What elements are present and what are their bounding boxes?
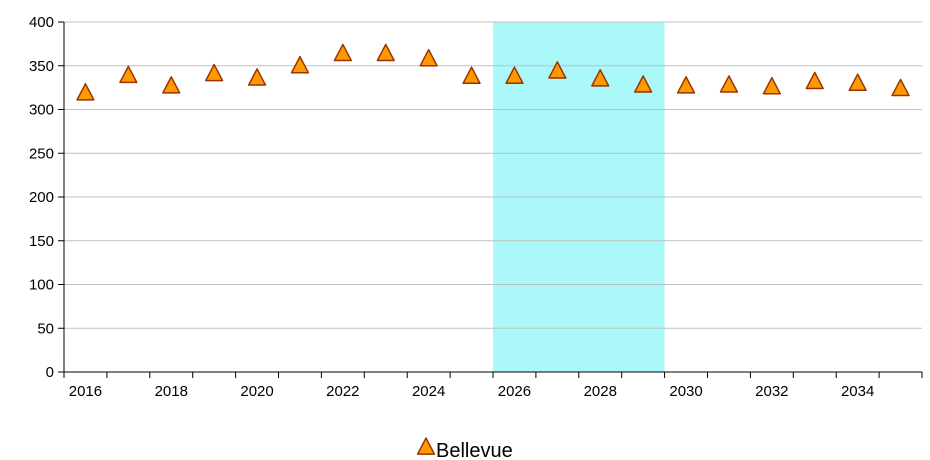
point-bellevue-2024 — [419, 48, 438, 67]
point-bellevue-2026 — [505, 66, 524, 84]
point-bellevue-2021 — [290, 55, 310, 74]
point-bellevue-2016 — [76, 83, 95, 101]
point-bellevue-2027 — [548, 61, 567, 79]
x-tick-label: 2030 — [669, 383, 702, 400]
x-tick-label: 2018 — [155, 383, 188, 400]
x-tick-labels: 2016 2018 2020 2022 2024 2026 2028 2030 2032 2034 — [69, 383, 875, 400]
data-points — [76, 43, 910, 101]
y-tick-label: 50 — [37, 320, 54, 337]
x-tick-label: 2016 — [69, 383, 102, 400]
y-tick-label: 300 — [29, 102, 54, 119]
x-tick-label: 2032 — [755, 383, 788, 400]
y-tick-label: 100 — [29, 277, 54, 294]
x-tick-label: 2024 — [412, 383, 445, 400]
legend-marker-bellevue — [416, 437, 436, 455]
x-tick-label: 2020 — [240, 383, 273, 400]
point-bellevue-2033 — [805, 71, 824, 90]
x-tick-label: 2026 — [498, 383, 531, 400]
point-bellevue-2029 — [634, 75, 653, 93]
x-tick-label: 2034 — [841, 383, 874, 400]
y-tick-label: 400 — [29, 14, 54, 31]
y-tick-label: 350 — [29, 58, 54, 75]
point-bellevue-2019 — [205, 63, 224, 82]
axes — [63, 22, 923, 378]
legend: Bellevue — [416, 437, 513, 460]
point-bellevue-2030 — [676, 76, 696, 94]
point-bellevue-2028 — [591, 69, 610, 87]
y-tick-label: 200 — [29, 189, 54, 206]
point-bellevue-2017 — [119, 65, 138, 84]
point-bellevue-2032 — [762, 76, 781, 95]
x-tick-label: 2028 — [584, 383, 617, 400]
point-bellevue-2025 — [462, 66, 481, 84]
y-tick-label: 0 — [46, 364, 54, 381]
point-bellevue-2020 — [247, 68, 267, 86]
y-tick-label: 150 — [29, 233, 54, 250]
point-bellevue-2023 — [376, 43, 395, 62]
point-bellevue-2031 — [719, 75, 739, 93]
legend-label-bellevue: Bellevue — [436, 440, 513, 460]
point-bellevue-2034 — [848, 73, 867, 91]
y-tick-labels: 0 50 100 150 200 250 300 350 400 — [29, 14, 54, 381]
y-tick-label: 250 — [29, 145, 54, 162]
point-bellevue-2018 — [162, 76, 181, 94]
gridlines — [58, 21, 922, 373]
point-bellevue-2022 — [333, 43, 352, 62]
x-tick-label: 2022 — [326, 383, 359, 400]
point-bellevue-2035 — [891, 78, 910, 97]
